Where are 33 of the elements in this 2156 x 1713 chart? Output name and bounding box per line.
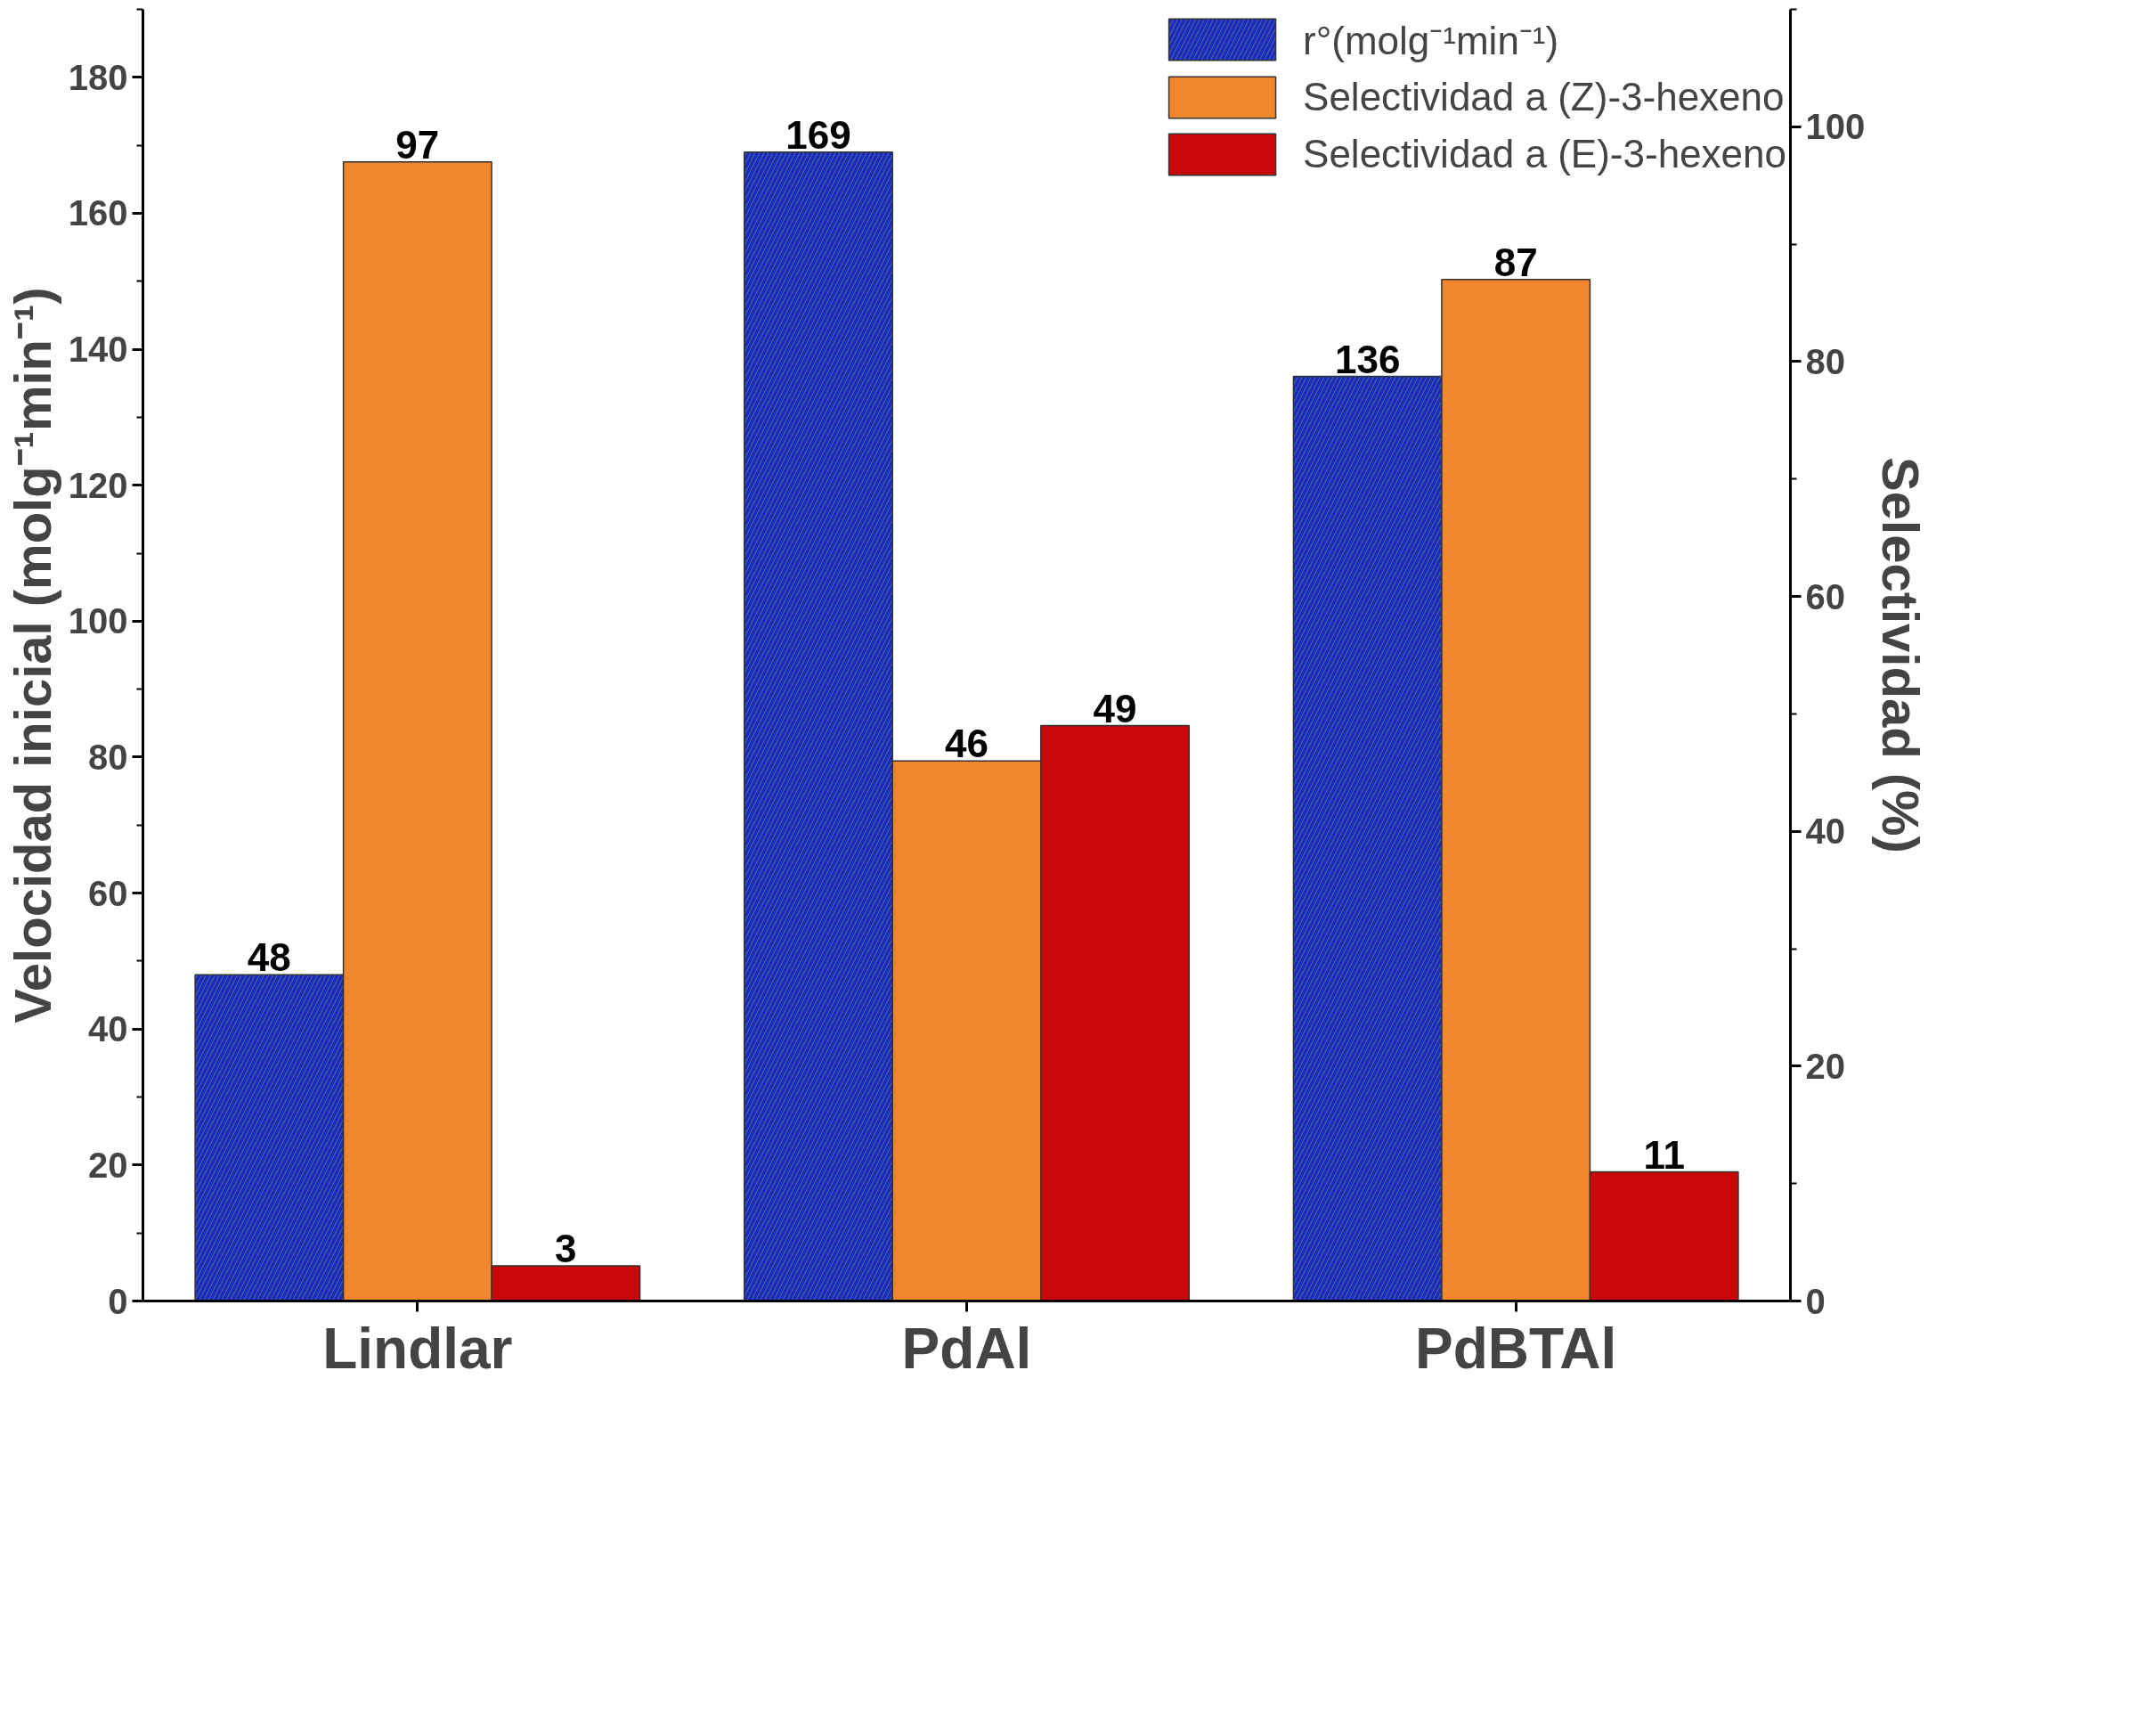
y2-tick-label: 40 [1805,812,1845,852]
y-tick-label: 180 [68,57,128,97]
x-tick-label: Lindlar [322,1316,513,1381]
y2-axis-title: Selectividad (%) [1872,457,1931,853]
data-label: 11 [1643,1132,1685,1177]
x-tick-label: PdAl [901,1316,1032,1381]
legend-label: Selectividad a (Z)-3-hexeno [1303,75,1785,119]
data-label: 97 [395,122,440,167]
y2-tick-label: 60 [1805,576,1845,616]
y-axis-title: Velocidad inicial (molg⁻¹min⁻¹) [3,287,61,1024]
y-tick-label: 20 [88,1145,128,1185]
y2-tick-label: 80 [1805,341,1845,381]
y2-tick-label: 100 [1805,107,1866,147]
legend-label: Selectividad a (E)-3-hexeno [1303,132,1786,176]
y-tick-label: 100 [68,601,128,641]
y-tick-label: 40 [88,1009,128,1049]
data-label: 3 [555,1226,577,1270]
data-label: 169 [785,112,851,157]
data-label: 46 [945,722,989,766]
y-tick-label: 160 [68,193,128,233]
x-tick-label: PdBTAl [1414,1316,1617,1381]
y-tick-label: 80 [88,737,128,777]
data-label: 136 [1334,337,1401,381]
y-tick-label: 120 [68,465,128,505]
data-label: 48 [247,935,291,980]
data-label: 87 [1493,240,1538,284]
y-tick-label: 140 [68,330,128,370]
y-tick-label: 60 [88,873,128,913]
data-label: 49 [1093,686,1137,730]
y2-tick-label: 20 [1805,1046,1845,1086]
y2-tick-label: 0 [1805,1281,1826,1321]
y-tick-label: 0 [108,1281,128,1321]
legend-label: r°(molg⁻¹min⁻¹) [1303,18,1559,64]
